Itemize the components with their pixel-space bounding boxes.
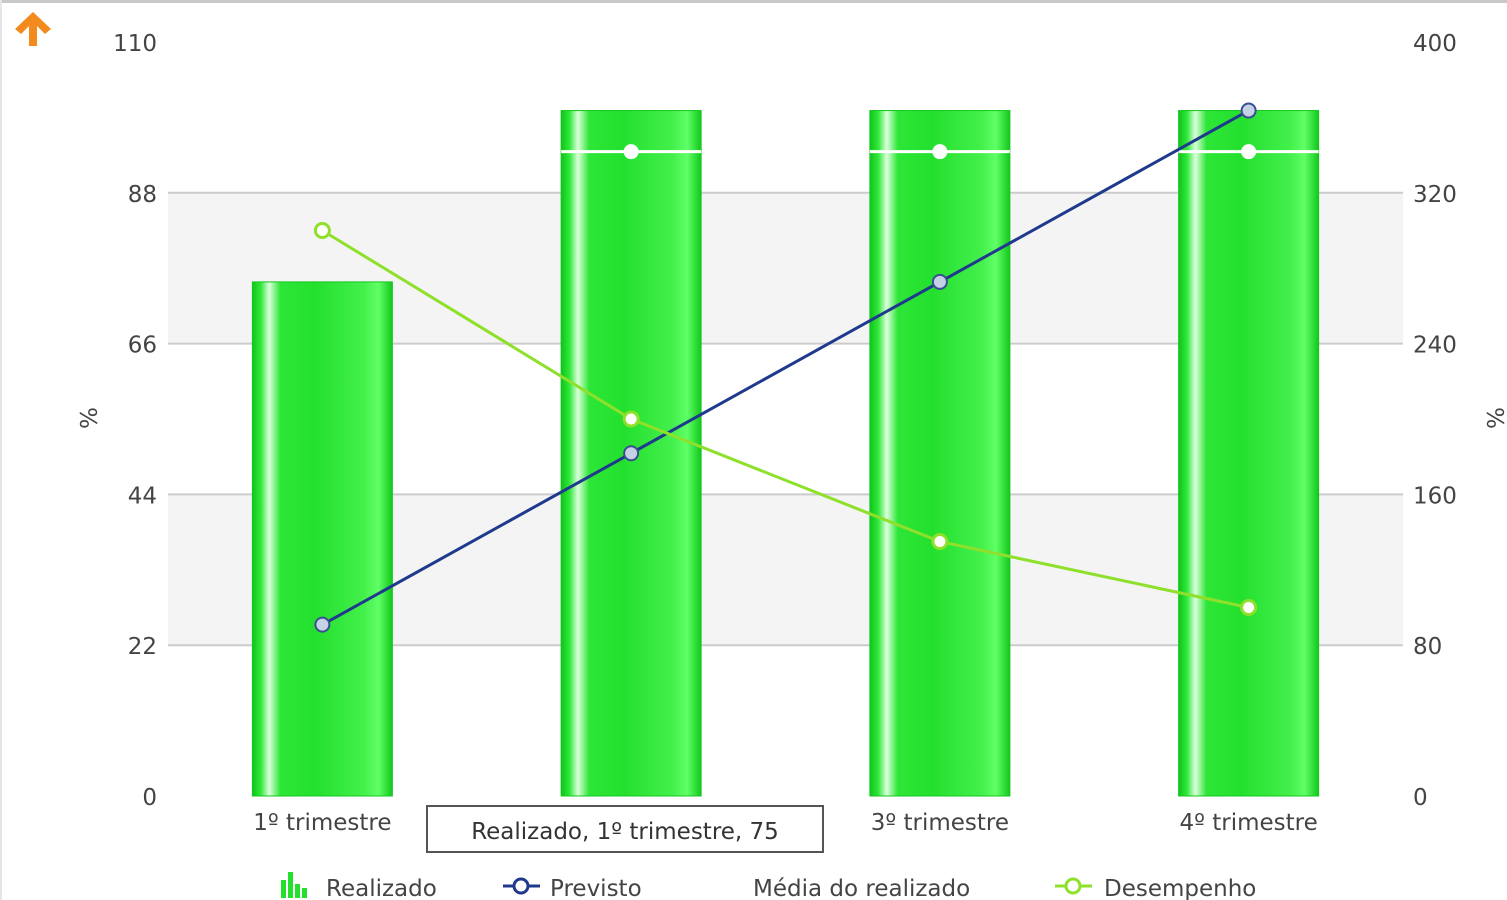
point-desempenho[interactable] [313, 222, 331, 239]
point-media[interactable] [623, 144, 639, 160]
line-desempenho [321, 229, 1249, 609]
tooltip: Realizado, 1º trimestre, 75 [426, 805, 824, 853]
legend-item-desempenho[interactable]: Desempenho [1055, 876, 1256, 900]
line-points [313, 102, 1258, 633]
bar-realizado[interactable] [869, 110, 1011, 797]
line-series [321, 109, 1250, 626]
left-tick-label: 0 [142, 785, 157, 811]
left-tick-label: 110 [113, 31, 157, 57]
point-previsto[interactable] [1240, 102, 1257, 119]
legend-label-desempenho: Desempenho [1104, 876, 1256, 900]
point-media[interactable] [932, 144, 948, 160]
legend-label-realizado: Realizado [326, 876, 437, 900]
left-axis-title: % [74, 407, 100, 429]
bar-realizado[interactable] [251, 281, 393, 797]
right-tick-label: 240 [1413, 333, 1457, 359]
category-label: 4º trimestre [1179, 810, 1317, 836]
legend-label-previsto: Previsto [550, 876, 642, 900]
legend-item-previsto[interactable]: Previsto [503, 876, 642, 900]
left-tick-label: 66 [128, 333, 157, 359]
point-media[interactable] [1241, 144, 1257, 160]
left-tick-label: 44 [128, 483, 157, 509]
point-desempenho[interactable] [931, 533, 949, 551]
right-tick-label: 320 [1413, 182, 1457, 208]
legend-label-media: Média do realizado [753, 876, 970, 900]
legend-item-media-do-realizado[interactable]: Média do realizado [715, 876, 970, 900]
tooltip-box [426, 805, 824, 853]
category-label: 3º trimestre [871, 810, 1009, 836]
right-tick-label: 160 [1413, 483, 1457, 509]
bar-realizado[interactable] [1178, 110, 1320, 797]
legend-item-realizado[interactable]: Realizado [281, 872, 437, 900]
point-previsto[interactable] [314, 616, 331, 633]
right-tick-label: 0 [1413, 785, 1428, 811]
right-tick-label: 80 [1413, 634, 1442, 660]
left-axis-ticks: 0 22 44 66 88 110 [113, 31, 157, 811]
category-labels: 1º trimestre 3º trimestre 4º trimestre [253, 810, 1318, 836]
point-desempenho[interactable] [1240, 599, 1258, 616]
tooltip-text: Realizado, 1º trimestre, 75 [471, 819, 779, 845]
right-axis-ticks: 0 80 160 240 320 400 [1413, 31, 1457, 811]
left-border [0, 0, 2, 900]
legend: Realizado Previsto Média do realizado [281, 872, 1256, 900]
category-label: 1º trimestre [253, 810, 391, 836]
point-desempenho[interactable] [622, 410, 640, 428]
bar-chart-icon [281, 872, 307, 898]
line-marker-icon [1055, 877, 1092, 895]
line-marker-icon [503, 877, 540, 895]
point-previsto[interactable] [931, 273, 948, 290]
left-tick-label: 22 [128, 634, 157, 660]
right-tick-label: 400 [1413, 31, 1457, 57]
left-tick-label: 88 [128, 182, 157, 208]
point-previsto[interactable] [623, 445, 640, 462]
line-previsto [321, 109, 1250, 626]
up-arrow-icon[interactable] [10, 8, 56, 48]
top-border [0, 0, 1507, 3]
right-axis-title: % [1481, 407, 1507, 429]
